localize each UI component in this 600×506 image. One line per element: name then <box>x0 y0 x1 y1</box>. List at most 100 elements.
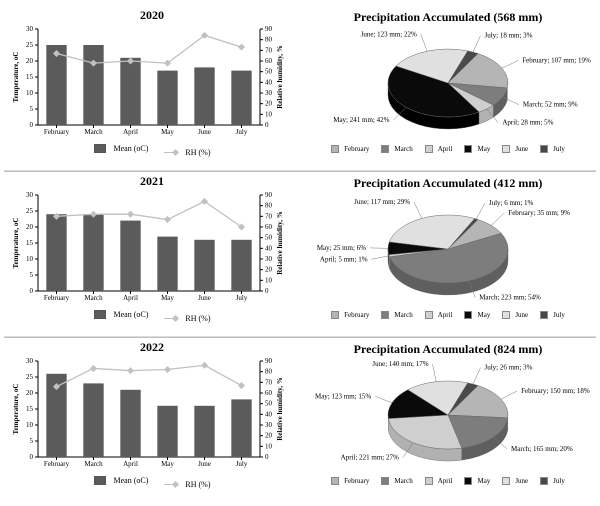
year-title: 2020 <box>8 8 296 23</box>
svg-text:5: 5 <box>30 105 34 113</box>
pie-legend-label: May <box>477 477 490 485</box>
svg-text:March; 165 mm; 20%: March; 165 mm; 20% <box>511 445 573 453</box>
svg-text:90: 90 <box>265 357 273 365</box>
pie-legend-label: April <box>438 145 453 153</box>
svg-text:June: June <box>198 460 211 468</box>
precip-pie-2020: Precipitation Accumulated (568 mm)Februa… <box>300 6 596 170</box>
svg-text:90: 90 <box>265 25 273 33</box>
svg-text:20: 20 <box>26 389 34 397</box>
svg-text:20: 20 <box>265 432 273 440</box>
climate-chart-2020: 20200510152025300102030405060708090Tempe… <box>4 6 300 170</box>
svg-text:30: 30 <box>265 89 273 97</box>
svg-text:Relative humidity, %: Relative humidity, % <box>276 377 284 441</box>
legend-label: RH (%) <box>185 314 210 323</box>
svg-text:March: March <box>84 128 103 136</box>
svg-text:50: 50 <box>265 234 273 242</box>
svg-text:15: 15 <box>26 239 34 247</box>
precip-pie-2022: Precipitation Accumulated (824 mm)Februa… <box>300 338 596 502</box>
svg-text:February; 35 mm; 9%: February; 35 mm; 9% <box>508 209 570 217</box>
svg-text:80: 80 <box>265 36 273 44</box>
legend-label: Mean (oC) <box>114 310 149 319</box>
svg-text:April; 221 mm; 27%: April; 221 mm; 27% <box>341 453 399 461</box>
pie-legend-label: May <box>477 311 490 319</box>
precip-pie-2021: Precipitation Accumulated (412 mm) Februa… <box>300 172 596 336</box>
svg-text:0: 0 <box>30 453 34 461</box>
svg-text:July: July <box>236 460 248 468</box>
year-title: 2022 <box>8 340 296 355</box>
pie-title: Precipitation Accumulated (412 mm) <box>304 176 592 191</box>
legend-label: RH (%) <box>185 480 210 489</box>
pie-legend-label: June <box>515 145 528 153</box>
svg-text:10: 10 <box>265 110 273 118</box>
bar-legend: Mean (oC) RH (%) <box>8 144 296 157</box>
svg-text:February; 150 mm; 18%: February; 150 mm; 18% <box>521 387 590 395</box>
svg-text:March; 52 mm; 9%: March; 52 mm; 9% <box>523 101 578 109</box>
svg-text:Temperature, oC: Temperature, oC <box>12 52 20 103</box>
svg-text:30: 30 <box>265 421 273 429</box>
bar-line-svg: 0510152025300102030405060708090Temperatu… <box>8 25 290 143</box>
pie-svg: February; 35 mm; 9%March; 223 mm; 54%Apr… <box>304 191 592 311</box>
pie-legend-label: March <box>394 477 412 485</box>
svg-text:60: 60 <box>265 223 273 231</box>
svg-text:25: 25 <box>26 373 34 381</box>
svg-text:30: 30 <box>26 357 34 365</box>
bar-legend: Mean (oC) RH (%) <box>8 310 296 323</box>
svg-text:March; 223 mm; 54%: March; 223 mm; 54% <box>479 294 541 302</box>
svg-text:5: 5 <box>30 271 34 279</box>
svg-text:70: 70 <box>265 46 273 54</box>
svg-text:20: 20 <box>265 100 273 108</box>
pie-legend-label: February <box>344 311 369 319</box>
pie-legend-label: April <box>438 477 453 485</box>
bar-line-svg: 0510152025300102030405060708090Temperatu… <box>8 357 290 475</box>
svg-text:March: March <box>84 294 103 302</box>
pie-title: Precipitation Accumulated (568 mm) <box>304 10 592 25</box>
svg-text:10: 10 <box>26 421 34 429</box>
svg-text:40: 40 <box>265 410 273 418</box>
svg-text:0: 0 <box>265 287 269 295</box>
svg-text:May: May <box>161 294 174 302</box>
svg-text:May; 25 mm; 6%: May; 25 mm; 6% <box>317 244 366 252</box>
svg-text:30: 30 <box>26 25 34 33</box>
climate-chart-2021: 20210510152025300102030405060708090Tempe… <box>4 172 300 336</box>
climate-chart-2022: 20220510152025300102030405060708090Tempe… <box>4 338 300 502</box>
legend-label: Mean (oC) <box>114 144 149 153</box>
svg-text:80: 80 <box>265 202 273 210</box>
svg-text:February: February <box>44 460 70 468</box>
svg-text:April: April <box>123 460 138 468</box>
pie-legend-label: April <box>438 311 453 319</box>
svg-text:50: 50 <box>265 400 273 408</box>
pie-legend-label: February <box>344 477 369 485</box>
legend-label: Mean (oC) <box>114 476 149 485</box>
svg-text:June; 140 mm; 17%: June; 140 mm; 17% <box>372 360 428 368</box>
svg-text:June: June <box>198 128 211 136</box>
svg-text:May: May <box>161 128 174 136</box>
svg-text:10: 10 <box>265 442 273 450</box>
svg-text:15: 15 <box>26 73 34 81</box>
svg-text:April: April <box>123 128 138 136</box>
svg-text:July; 18 mm; 3%: July; 18 mm; 3% <box>484 32 532 40</box>
svg-text:30: 30 <box>26 191 34 199</box>
pie-legend-label: February <box>344 145 369 153</box>
svg-text:25: 25 <box>26 41 34 49</box>
svg-text:February: February <box>44 128 70 136</box>
svg-text:70: 70 <box>265 378 273 386</box>
svg-text:80: 80 <box>265 368 273 376</box>
svg-text:60: 60 <box>265 389 273 397</box>
pie-svg: February; 107 mm; 19%March; 52 mm; 9%Apr… <box>304 25 592 145</box>
pie-legend-label: July <box>553 477 565 485</box>
svg-text:60: 60 <box>265 57 273 65</box>
svg-text:May: May <box>161 460 174 468</box>
year-title: 2021 <box>8 174 296 189</box>
svg-text:July; 6 mm; 1%: July; 6 mm; 1% <box>489 199 534 207</box>
pie-legend: FebruaryMarchAprilMayJuneJuly <box>304 145 592 153</box>
legend-label: RH (%) <box>185 148 210 157</box>
svg-text:May; 123 mm; 15%: May; 123 mm; 15% <box>315 392 371 400</box>
svg-text:20: 20 <box>265 266 273 274</box>
svg-text:50: 50 <box>265 68 273 76</box>
svg-text:70: 70 <box>265 212 273 220</box>
svg-text:Relative humidity, %: Relative humidity, % <box>276 45 284 109</box>
svg-text:25: 25 <box>26 207 34 215</box>
svg-text:March: March <box>84 460 103 468</box>
svg-text:20: 20 <box>26 57 34 65</box>
svg-text:Temperature, oC: Temperature, oC <box>12 384 20 435</box>
